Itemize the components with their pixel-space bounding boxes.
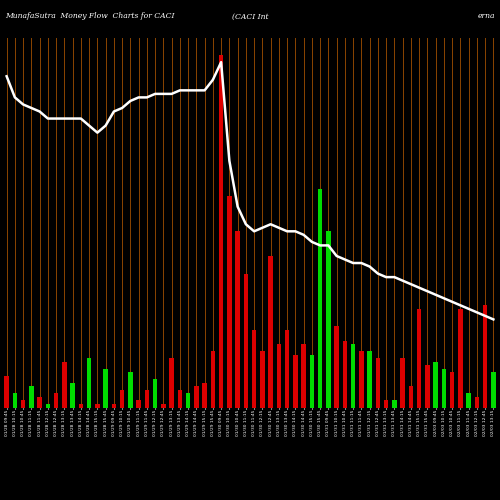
Bar — [12, 394, 17, 407]
Text: MunafaSutra  Money Flow  Charts for CACI: MunafaSutra Money Flow Charts for CACI — [5, 12, 174, 20]
Bar — [128, 372, 132, 408]
Bar — [318, 189, 322, 408]
Bar — [219, 55, 224, 408]
Bar — [104, 368, 108, 408]
Bar — [38, 397, 42, 407]
Bar — [244, 274, 248, 407]
Bar — [4, 376, 9, 408]
Bar — [458, 309, 462, 408]
Bar — [434, 362, 438, 408]
Text: (CACI Int: (CACI Int — [232, 12, 268, 20]
Bar — [178, 390, 182, 407]
Bar — [78, 404, 83, 407]
Bar — [342, 340, 347, 407]
Bar — [359, 351, 364, 408]
Bar — [112, 404, 116, 407]
Bar — [136, 400, 141, 407]
Bar — [384, 400, 388, 407]
Bar — [368, 351, 372, 408]
Bar — [210, 351, 215, 408]
Bar — [170, 358, 174, 408]
Bar — [29, 386, 34, 407]
Bar — [153, 380, 158, 407]
Bar — [334, 326, 339, 407]
Bar — [450, 372, 454, 408]
Bar — [161, 404, 166, 407]
Bar — [21, 400, 25, 407]
Bar — [46, 404, 50, 407]
Bar — [95, 404, 100, 407]
Text: erna: erna — [478, 12, 495, 20]
Bar — [202, 383, 207, 407]
Bar — [87, 358, 92, 408]
Bar — [400, 358, 405, 408]
Bar — [276, 344, 281, 408]
Bar — [351, 344, 356, 408]
Bar — [417, 309, 422, 408]
Bar — [474, 397, 479, 407]
Bar — [483, 306, 488, 408]
Bar — [376, 358, 380, 408]
Bar — [442, 368, 446, 408]
Bar — [194, 386, 198, 407]
Bar — [120, 390, 124, 407]
Bar — [425, 365, 430, 408]
Bar — [392, 400, 396, 407]
Bar — [466, 394, 471, 407]
Bar — [293, 354, 298, 408]
Bar — [62, 362, 66, 408]
Bar — [236, 232, 240, 408]
Bar — [491, 372, 496, 408]
Bar — [408, 386, 413, 407]
Bar — [285, 330, 290, 407]
Bar — [302, 344, 306, 408]
Bar — [227, 196, 232, 408]
Bar — [54, 394, 58, 407]
Bar — [70, 383, 75, 407]
Bar — [326, 232, 330, 408]
Bar — [252, 330, 256, 407]
Bar — [260, 351, 264, 408]
Bar — [144, 390, 149, 407]
Bar — [310, 354, 314, 408]
Bar — [268, 256, 273, 408]
Bar — [186, 394, 190, 407]
